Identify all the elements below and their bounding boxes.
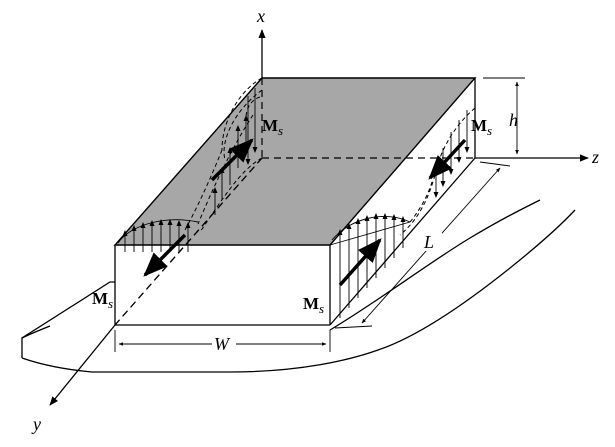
moment-distribution-front-left bbox=[117, 219, 199, 252]
length-dimension: L bbox=[334, 161, 511, 329]
moment-label-back-right: Ms bbox=[471, 116, 492, 138]
moment-label-back-left: Ms bbox=[262, 116, 283, 138]
z-axis-label: z bbox=[591, 147, 599, 167]
height-dimension: h bbox=[483, 77, 525, 159]
width-dimension: W bbox=[114, 330, 331, 354]
moment-label-front-left: Ms bbox=[92, 289, 113, 311]
moment-vectors bbox=[143, 138, 467, 287]
moment-label-front-right: Ms bbox=[303, 294, 324, 316]
length-label: L bbox=[423, 232, 434, 252]
width-label: W bbox=[214, 334, 231, 354]
moment-arrow-front-right bbox=[338, 238, 382, 287]
slab-body bbox=[113, 77, 477, 326]
moment-arrow-back-left bbox=[210, 138, 254, 182]
y-axis-label: y bbox=[31, 414, 41, 434]
y-axis bbox=[49, 324, 116, 406]
axes: x z y bbox=[31, 6, 599, 434]
height-label: h bbox=[509, 110, 518, 130]
moment-arrow-back-right bbox=[428, 138, 467, 180]
moment-labels: Ms Ms Ms Ms bbox=[92, 116, 492, 316]
moment-arrow-front-left bbox=[143, 233, 187, 277]
x-axis-label: x bbox=[256, 6, 265, 26]
